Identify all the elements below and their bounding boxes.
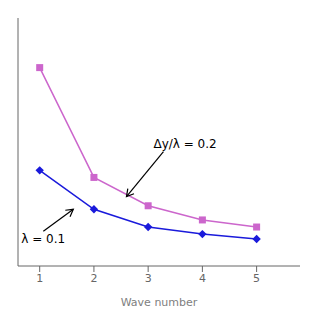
svg-text:5: 5 bbox=[253, 272, 260, 285]
svg-text:Wave number: Wave number bbox=[121, 296, 198, 309]
svg-text:4: 4 bbox=[199, 272, 206, 285]
svg-text:λ = 0.1: λ = 0.1 bbox=[21, 232, 65, 246]
svg-text:3: 3 bbox=[145, 272, 152, 285]
svg-text:Δy/λ = 0.2: Δy/λ = 0.2 bbox=[153, 137, 216, 151]
svg-text:2: 2 bbox=[90, 272, 97, 285]
svg-text:1: 1 bbox=[36, 272, 43, 285]
